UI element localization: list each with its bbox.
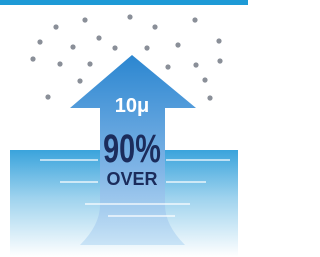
top-bar xyxy=(0,0,248,5)
size-label: 10μ xyxy=(115,95,149,117)
over-label: OVER xyxy=(106,169,157,189)
illustration: 10μ 90% OVER xyxy=(0,0,248,257)
percent-label: 90% xyxy=(103,126,161,171)
